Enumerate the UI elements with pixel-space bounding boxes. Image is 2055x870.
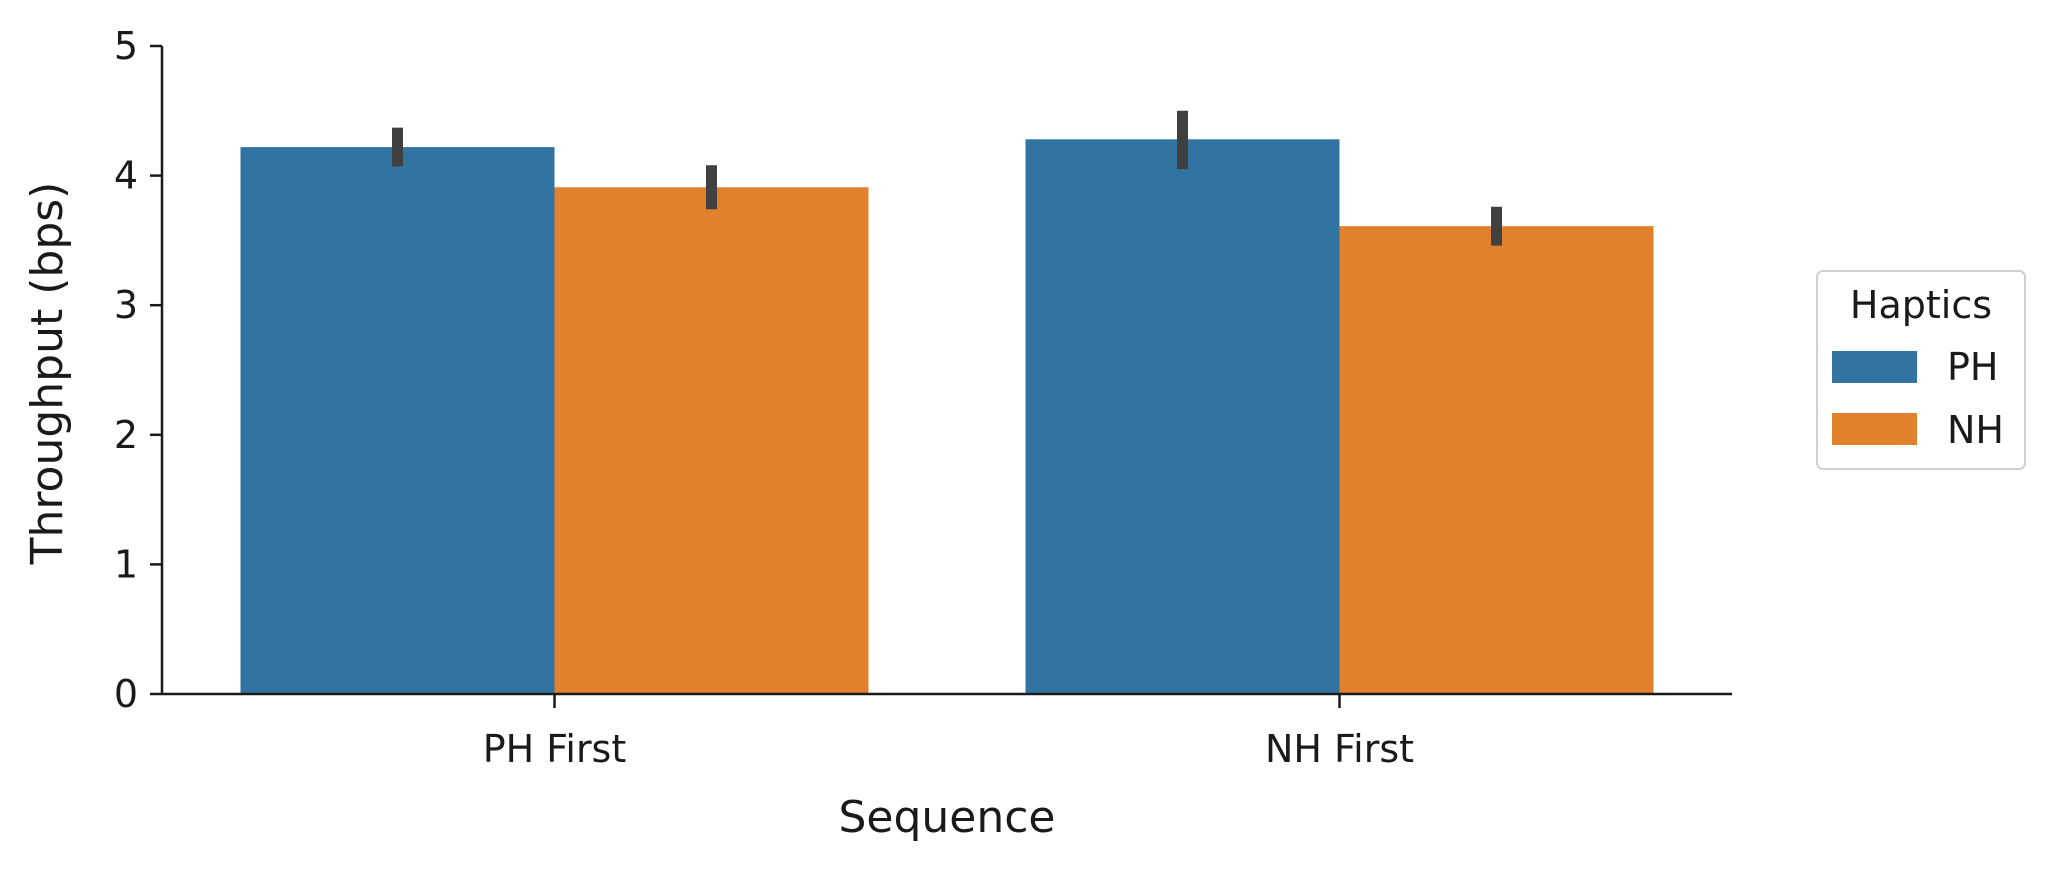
y-tick-label-5: 5 bbox=[114, 24, 138, 68]
y-tick-label-3: 3 bbox=[114, 283, 138, 327]
legend: Haptics PH NH bbox=[1816, 270, 2026, 470]
plot-area bbox=[240, 110, 1654, 695]
x-axis-title: Sequence bbox=[838, 792, 1055, 843]
x-tick-label-1: NH First bbox=[1265, 727, 1414, 771]
x-tick-label-0: PH First bbox=[483, 727, 627, 771]
legend-swatch-nh bbox=[1832, 413, 1917, 445]
y-axis: 0 1 2 3 4 5 bbox=[114, 24, 164, 716]
y-tick-label-4: 4 bbox=[114, 154, 138, 198]
y-axis-title: Throughput (bps) bbox=[22, 182, 73, 566]
y-tick-label-0: 0 bbox=[114, 672, 138, 716]
legend-title: Haptics bbox=[1850, 283, 1992, 327]
y-tick-label-2: 2 bbox=[114, 413, 138, 457]
bar-ph-1 bbox=[1025, 139, 1340, 694]
bar-ph-0 bbox=[240, 147, 555, 694]
bar-nh-1 bbox=[1339, 226, 1654, 695]
bar-nh-0 bbox=[554, 187, 869, 694]
legend-label-nh: NH bbox=[1947, 408, 2004, 452]
y-tick-label-1: 1 bbox=[114, 542, 138, 586]
x-axis: PH First NH First bbox=[162, 692, 1732, 771]
legend-swatch-ph bbox=[1832, 351, 1917, 383]
legend-label-ph: PH bbox=[1947, 345, 1999, 389]
